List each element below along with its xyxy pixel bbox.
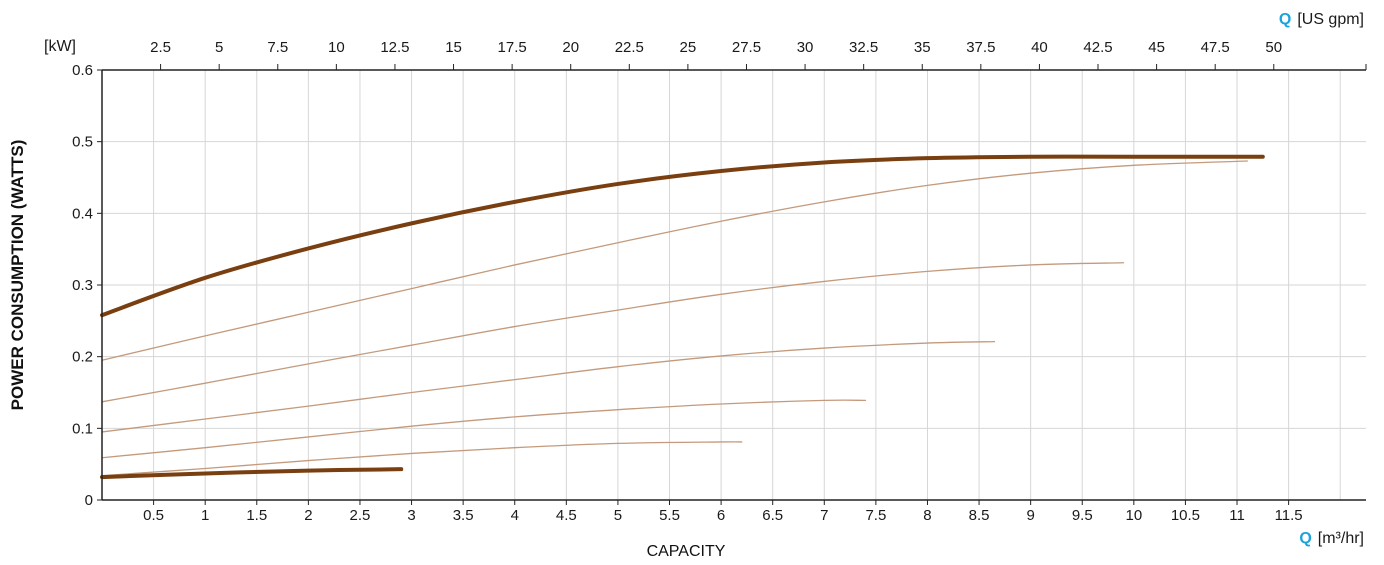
top-tick-label: 30 — [797, 39, 814, 56]
grid — [102, 69, 1366, 500]
top-tick-label: 20 — [562, 39, 579, 56]
top-tick-label: 35 — [914, 39, 931, 56]
x-tick-label: 2 — [304, 507, 312, 524]
x-tick-label: 1 — [201, 507, 209, 524]
top-tick-label: 10 — [328, 39, 345, 56]
top-tick-label: 7.5 — [267, 39, 288, 56]
x-tick-label: 4 — [511, 507, 519, 524]
top-tick-label: 25 — [680, 39, 697, 56]
top-tick-label: 17.5 — [498, 39, 527, 56]
tick-labels: 0.5 1 1.5 2 2.5 3 3.5 4 4.5 5 5.5 6 6.5 7 7.5 8 8.5 9 9.5 1… — [72, 39, 1303, 524]
top-tick-label: 50 — [1265, 39, 1282, 56]
series-line-thin-3 — [101, 340, 996, 433]
series-line-thin-2 — [101, 262, 1125, 403]
bottom-q-symbol: Q — [1299, 530, 1311, 547]
series-line-thin-1 — [101, 160, 1248, 361]
top-axis-unit: Q [US gpm] — [1279, 11, 1364, 28]
x-tick-label: 3 — [407, 507, 415, 524]
x-tick-label: 2.5 — [350, 507, 371, 524]
top-tick-label: 47.5 — [1201, 39, 1230, 56]
top-tick-label: 27.5 — [732, 39, 761, 56]
y-axis-title: POWER CONSUMPTION (WATTS) — [8, 140, 27, 411]
y-tick-label: 0.4 — [72, 205, 93, 222]
y-tick-label: 0.1 — [72, 420, 93, 437]
top-tick-label: 22.5 — [615, 39, 644, 56]
top-tick-label: 42.5 — [1083, 39, 1112, 56]
bottom-unit-text: [m³/hr] — [1318, 530, 1364, 547]
top-tick-label: 45 — [1148, 39, 1165, 56]
x-tick-label: 7 — [820, 507, 828, 524]
x-tick-label: 8.5 — [969, 507, 990, 524]
x-tick-label: 6.5 — [762, 507, 783, 524]
top-tick-label: 2.5 — [150, 39, 171, 56]
bottom-axis-unit: Q [m³/hr] — [1299, 530, 1364, 547]
x-tick-label: 9 — [1026, 507, 1034, 524]
axes — [97, 64, 1367, 505]
y-tick-label: 0.2 — [72, 349, 93, 366]
x-tick-label: 10 — [1125, 507, 1142, 524]
top-q-symbol: Q — [1279, 11, 1291, 28]
top-tick-label: 5 — [215, 39, 223, 56]
x-tick-label: 5 — [614, 507, 622, 524]
top-unit-text: [US gpm] — [1297, 11, 1364, 28]
x-tick-label: 4.5 — [556, 507, 577, 524]
y-unit-label: [kW] — [44, 38, 76, 55]
top-tick-label: 32.5 — [849, 39, 878, 56]
y-tick-label: 0.5 — [72, 134, 93, 151]
series-line-thin-4 — [101, 399, 867, 459]
top-tick-label: 15 — [445, 39, 462, 56]
x-tick-label: 7.5 — [865, 507, 886, 524]
x-tick-label: 9.5 — [1072, 507, 1093, 524]
x-tick-label: 10.5 — [1171, 507, 1200, 524]
series-line-thin-5 — [101, 441, 743, 477]
x-tick-label: 11 — [1229, 507, 1245, 524]
series-line-bold-0 — [100, 154, 1265, 318]
x-tick-label: 3.5 — [453, 507, 474, 524]
top-tick-label: 40 — [1031, 39, 1048, 56]
top-tick-label: 12.5 — [380, 39, 409, 56]
y-tick-label: 0.6 — [72, 62, 93, 79]
series-line-bold-6 — [100, 467, 404, 480]
x-tick-label: 8 — [923, 507, 931, 524]
x-tick-label: 6 — [717, 507, 725, 524]
y-tick-label: 0.3 — [72, 277, 93, 294]
x-tick-label: 11.5 — [1275, 507, 1303, 524]
x-axis-title: CAPACITY — [647, 543, 726, 560]
x-tick-label: 0.5 — [143, 507, 164, 524]
series-layer — [100, 154, 1265, 480]
x-tick-label: 5.5 — [659, 507, 680, 524]
y-tick-label: 0 — [85, 492, 93, 509]
top-tick-label: 37.5 — [966, 39, 995, 56]
x-tick-label: 1.5 — [246, 507, 267, 524]
